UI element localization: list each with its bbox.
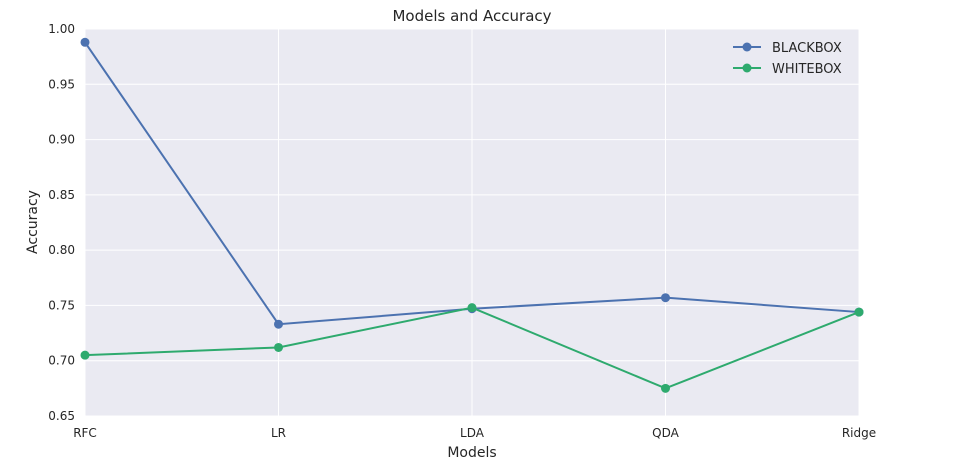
y-tick-labels: 0.65 0.70 0.75 0.80 0.85 0.90 0.95 1.00 [48,22,75,423]
chart-title: Models and Accuracy [392,7,551,25]
x-tick-label: RFC [73,426,97,440]
data-point-whitebox [467,303,477,313]
data-point-blackbox [80,37,90,47]
legend-label-blackbox: BLACKBOX [772,41,842,56]
data-point-whitebox [854,307,864,317]
x-axis-title: Models [447,445,496,461]
y-tick-label: 0.75 [48,298,75,312]
data-point-whitebox [661,383,670,393]
y-tick-label: 1.00 [48,22,75,36]
legend-marker-blackbox [742,42,752,52]
y-tick-label: 0.80 [48,243,75,257]
x-tick-label: LDA [460,426,485,440]
data-point-whitebox [80,350,90,360]
x-tick-label: QDA [652,426,679,440]
y-tick-label: 0.95 [48,77,75,91]
y-tick-label: 0.85 [48,188,75,202]
data-point-whitebox [274,342,283,352]
legend-marker-whitebox [742,63,752,73]
legend-label-whitebox: WHITEBOX [772,62,842,77]
data-point-blackbox [661,293,670,303]
legend: BLACKBOX WHITEBOX [733,41,842,77]
series-group [80,37,864,393]
x-tick-label: Ridge [842,426,876,440]
x-tick-label: LR [271,426,286,440]
y-tick-label: 0.70 [48,354,75,368]
y-tick-label: 0.90 [48,133,75,147]
x-tick-labels: RFC LR LDA QDA Ridge [73,426,876,440]
data-point-blackbox [274,319,283,329]
y-axis-title: Accuracy [25,190,41,254]
y-tick-label: 0.65 [48,409,75,423]
